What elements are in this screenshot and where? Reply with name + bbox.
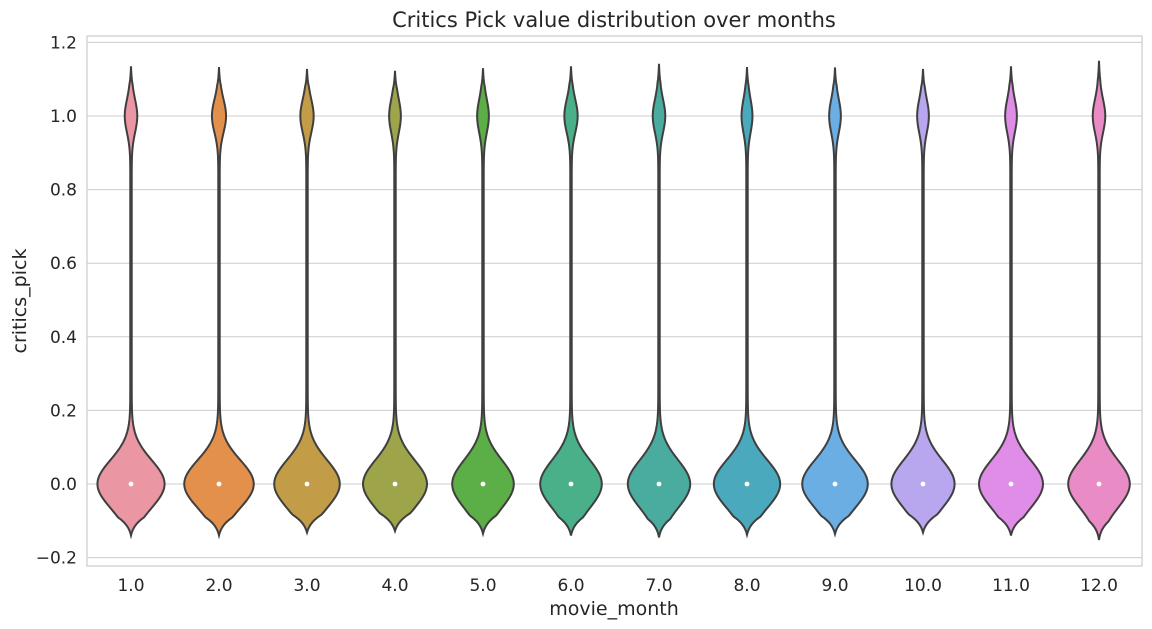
x-tick-label: 5.0: [469, 576, 496, 596]
plot-frame: [86, 35, 1143, 567]
violin-body: [1067, 60, 1131, 541]
violin-body: [273, 68, 341, 536]
chart-title: Critics Pick value distribution over mon…: [392, 8, 836, 32]
median-marker: [128, 481, 134, 487]
median-marker: [216, 481, 222, 487]
median-marker: [304, 481, 310, 487]
x-tick-label: 6.0: [557, 576, 584, 596]
violin-body: [978, 66, 1044, 536]
x-tick-label: 12.0: [1080, 576, 1118, 596]
violin-body: [626, 63, 692, 538]
y-tick-labels: −0.2 0.0 0.2 0.4 0.6 0.8 1.0 1.2: [36, 33, 77, 568]
y-tick-label: 0.4: [50, 328, 77, 348]
y-tick-label: 0.0: [50, 475, 77, 495]
y-tick-label: 1.2: [50, 33, 77, 53]
x-tick-label: 9.0: [821, 576, 848, 596]
x-tick-label: 8.0: [733, 576, 760, 596]
x-tick-label: 10.0: [904, 576, 942, 596]
x-tick-label: 7.0: [645, 576, 672, 596]
x-tick-labels: 1.0 2.0 3.0 4.0 5.0 6.0 7.0 8.0 9.0 10.0 11.0 12.0: [117, 576, 1117, 596]
violin-body: [96, 66, 166, 540]
x-axis-label: movie_month: [549, 598, 679, 620]
y-axis-label: critics_pick: [9, 249, 31, 354]
x-tick-label: 3.0: [293, 576, 320, 596]
median-marker: [480, 481, 486, 487]
x-tick-label: 11.0: [992, 576, 1030, 596]
y-tick-label: 0.8: [50, 181, 77, 201]
violins: [96, 60, 1131, 541]
violin-body: [890, 68, 956, 537]
x-tick-label: 4.0: [381, 576, 408, 596]
median-marker: [1096, 481, 1102, 487]
violin-body: [183, 67, 255, 540]
violin-body: [451, 68, 515, 538]
y-tick-label: 1.0: [50, 107, 77, 127]
y-tick-label: 0.6: [50, 254, 77, 274]
median-marker: [744, 481, 750, 487]
violin-body: [801, 67, 869, 538]
median-marker: [1008, 481, 1014, 487]
median-marker: [392, 481, 398, 487]
median-marker: [832, 481, 838, 487]
violin-body: [712, 67, 782, 539]
median-marker: [656, 481, 662, 487]
y-tick-label: 0.2: [50, 401, 77, 421]
median-marker: [568, 481, 574, 487]
x-tick-label: 2.0: [205, 576, 232, 596]
violin-body: [362, 70, 428, 535]
violin-body: [539, 66, 603, 536]
gridlines: [87, 41, 1142, 559]
x-tick-label: 1.0: [117, 576, 144, 596]
median-marker: [920, 481, 926, 487]
y-tick-label: −0.2: [36, 549, 77, 569]
